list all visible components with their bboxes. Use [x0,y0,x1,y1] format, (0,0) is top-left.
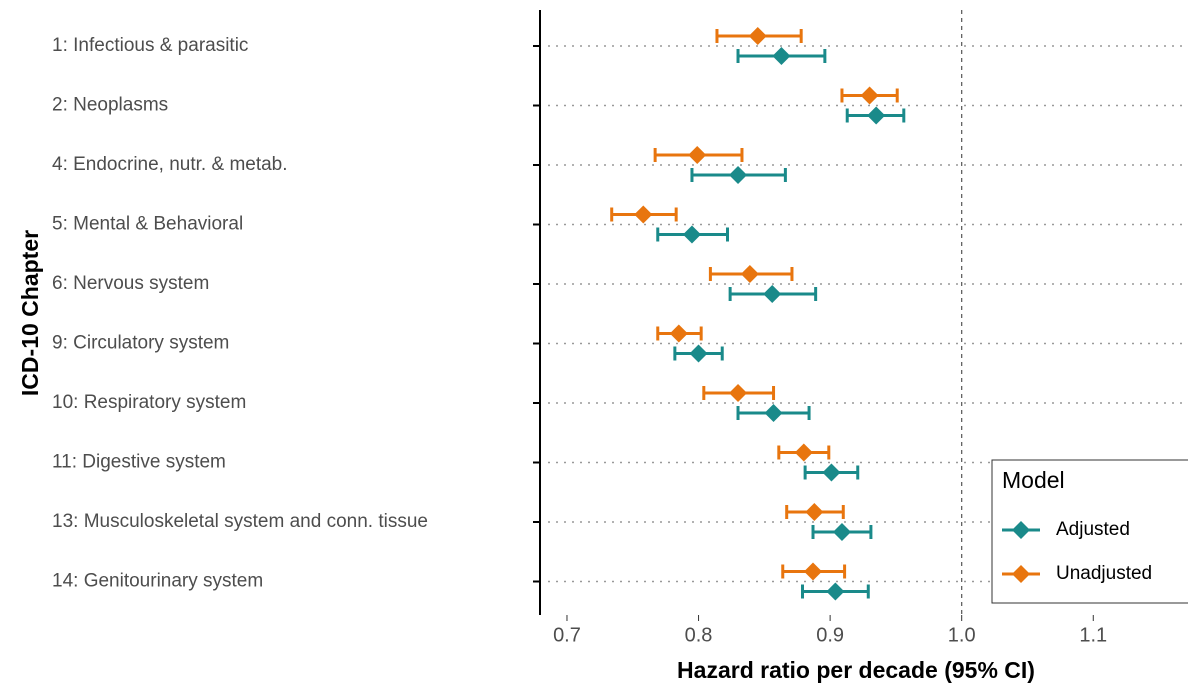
point [832,523,851,541]
y-tick-label: 5: Mental & Behavioral [52,214,243,235]
legend-marker [1012,521,1030,539]
y-tick-label: 4: Endocrine, nutr. & metab. [52,154,288,175]
point [634,205,653,224]
legend-label: Unadjusted [1056,563,1152,584]
x-tick-label: 0.8 [685,624,713,646]
point [794,443,813,462]
y-tick-label: 11: Digestive system [52,452,226,473]
legend-marker [1012,565,1030,583]
point [740,265,759,283]
point [688,146,707,164]
point [729,384,748,402]
point [748,27,767,45]
y-tick-label: 2: Neoplasms [52,95,168,116]
y-tick-label: 13: Musculoskeletal system and conn. tis… [52,511,428,532]
x-axis-title: Hazard ratio per decade (95% CI) [677,657,1035,683]
point [860,86,879,105]
y-tick-label: 10: Respiratory system [52,392,246,413]
y-tick-label: 9: Circulatory system [52,333,229,354]
point [669,324,688,343]
point [729,166,748,184]
x-tick-label: 1.1 [1079,624,1107,646]
point [867,106,886,125]
point [682,225,701,244]
y-tick-label: 14: Genitourinary system [52,571,263,592]
x-tick-label: 1.0 [948,624,976,646]
legend-title: Model [1002,467,1065,493]
y-tick-label: 6: Nervous system [52,273,209,294]
y-axis-title: ICD-10 Chapter [17,230,43,396]
point [804,562,823,581]
y-tick-label: 1: Infectious & parasitic [52,35,248,56]
legend-label: Adjusted [1056,519,1130,540]
x-tick-label: 0.9 [816,624,844,646]
point [764,404,783,422]
point [805,503,824,521]
point [772,47,791,65]
point [826,582,845,601]
point [763,285,782,303]
point [822,463,841,482]
x-tick-label: 0.7 [553,624,581,646]
point [689,344,708,363]
